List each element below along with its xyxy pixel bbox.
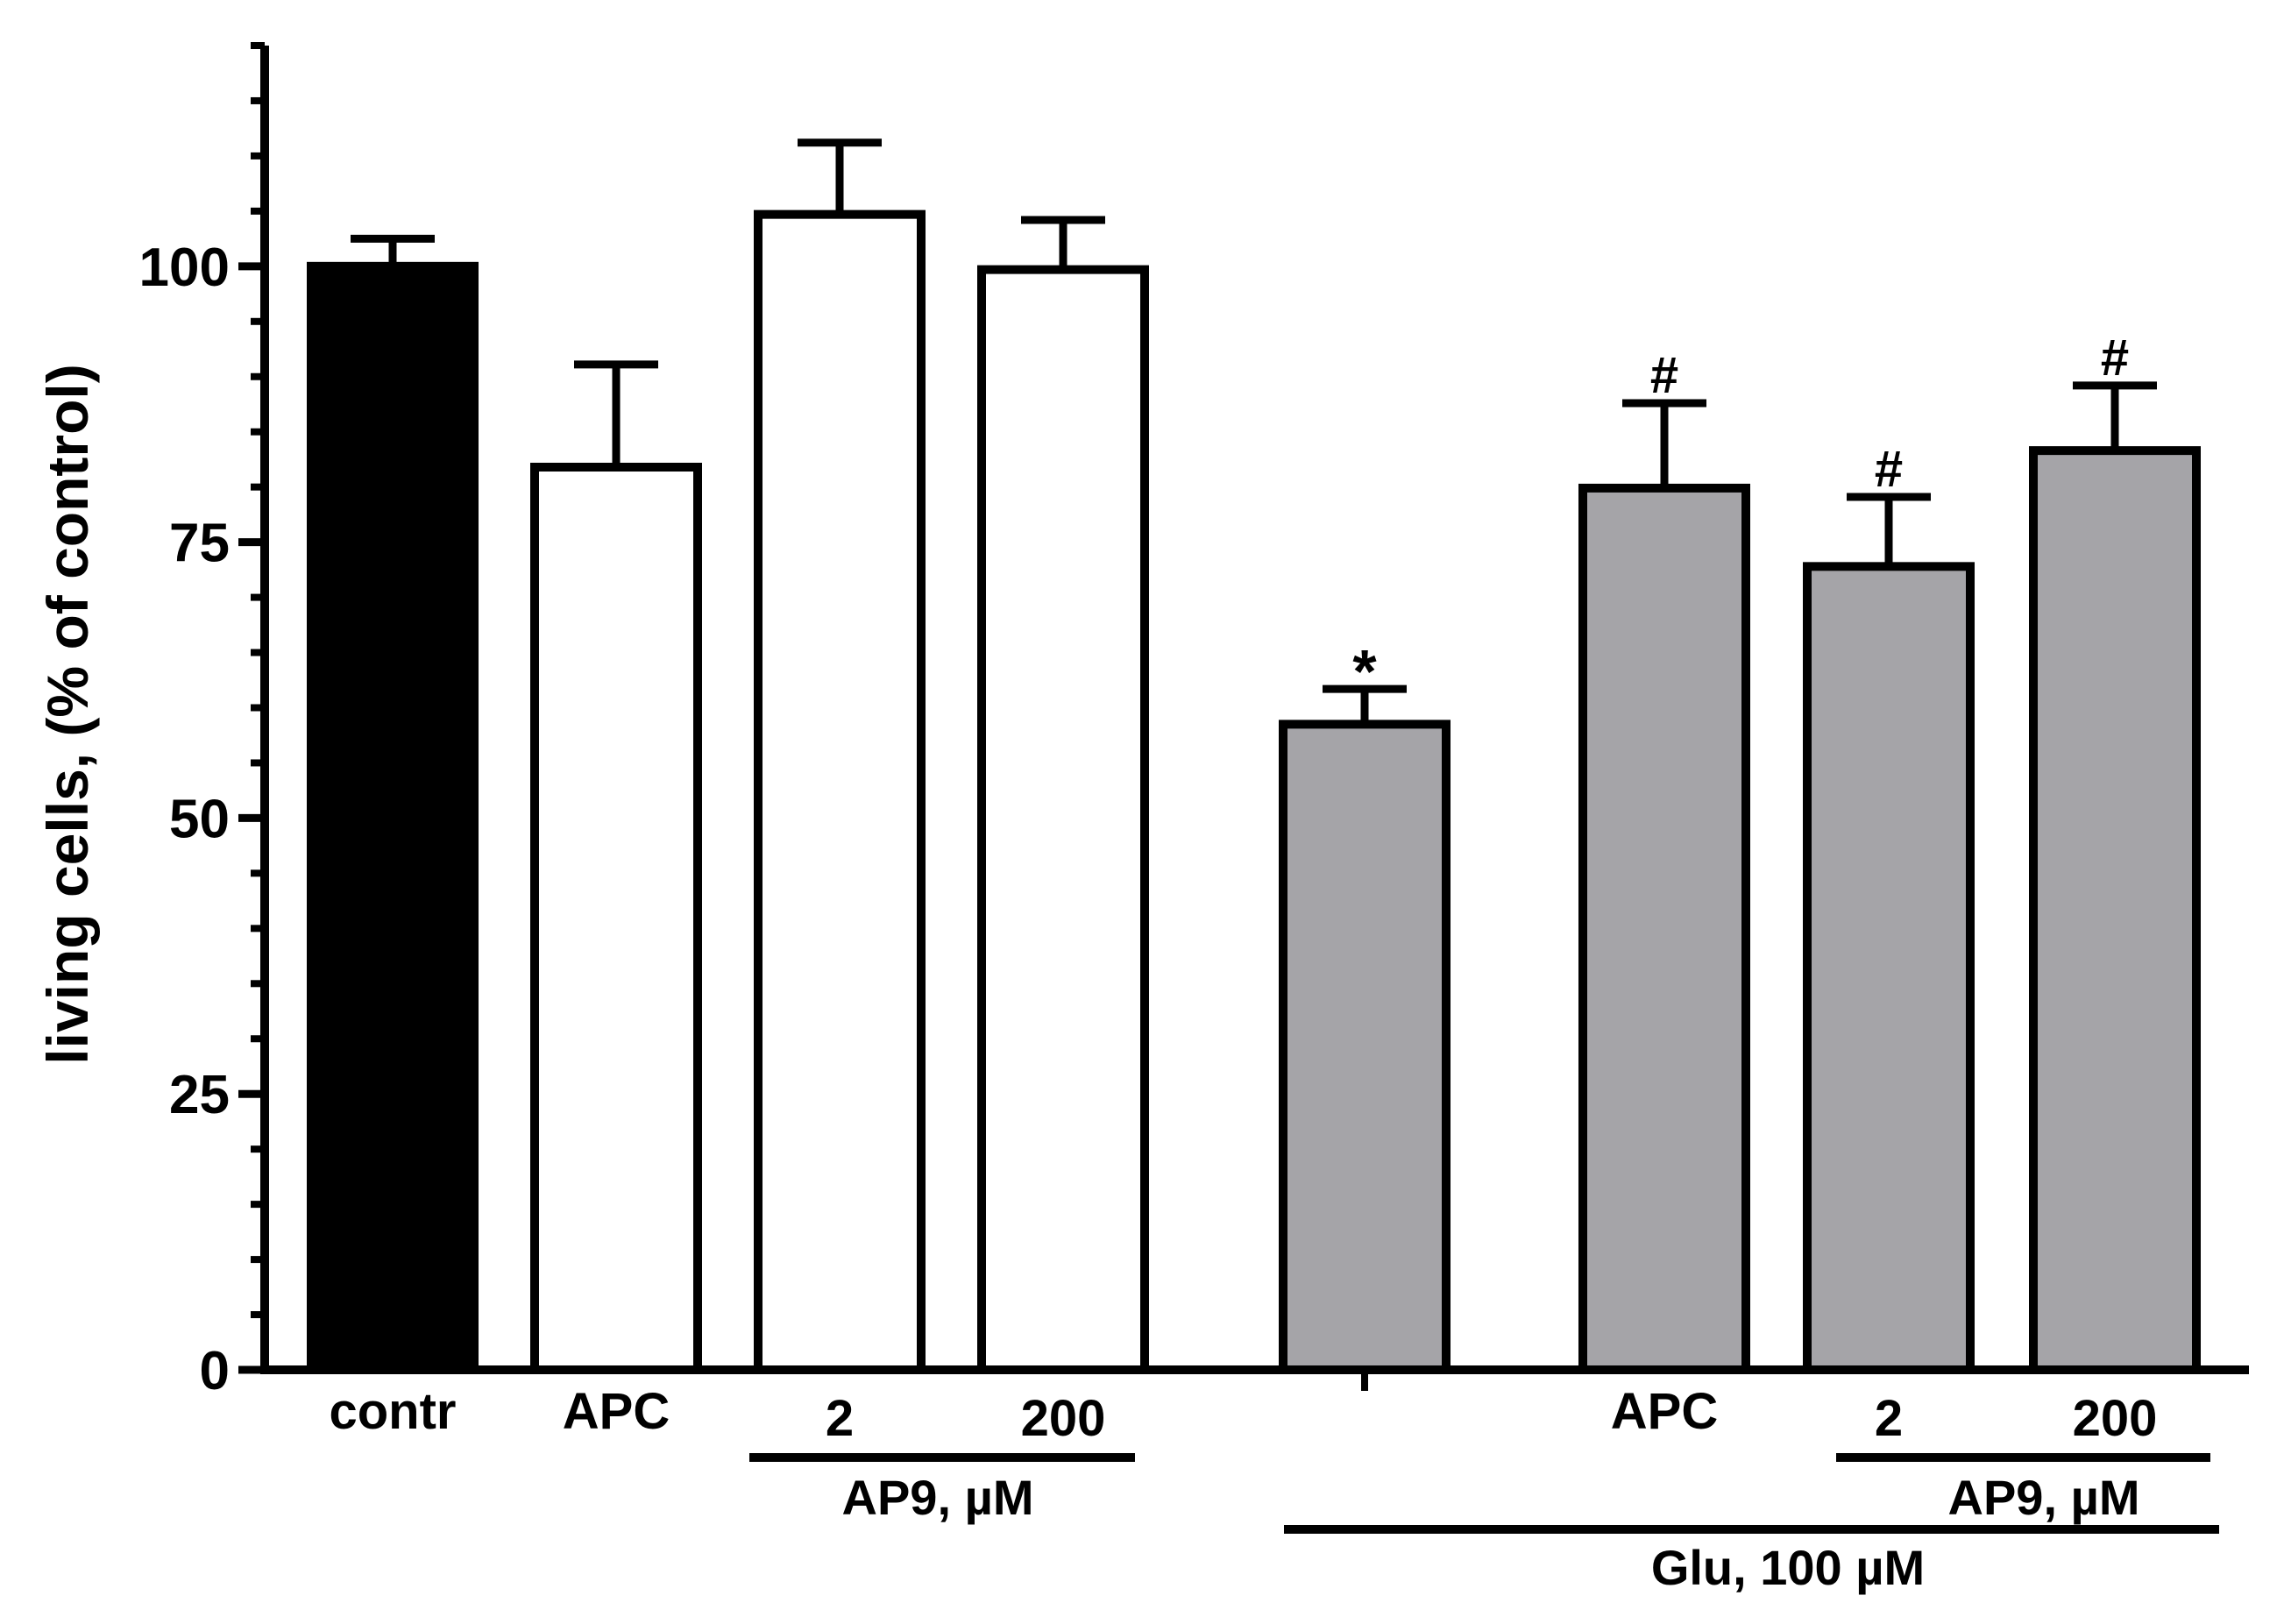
significance-marker: #	[2101, 330, 2129, 386]
x-tick-label: 200	[1021, 1390, 1106, 1447]
y-tick-label: 50	[169, 789, 230, 849]
bar	[307, 261, 479, 1374]
bar	[1578, 483, 1750, 1374]
x-tick-label: contr	[330, 1383, 457, 1440]
y-tick-label: 25	[169, 1065, 230, 1125]
x-tick-label: APC	[1611, 1383, 1718, 1440]
significance-marker: #	[1875, 441, 1903, 498]
x-tick-label: 200	[2073, 1390, 2158, 1447]
y-tick-label: 100	[139, 238, 230, 298]
y-tick-label: 0	[200, 1341, 230, 1401]
group-label: Glu, 100 µM	[1651, 1540, 1925, 1595]
bar	[530, 463, 702, 1374]
x-tick-label: 2	[826, 1390, 854, 1447]
x-axis: contr APC 2 200 APC 2 200	[260, 1365, 2249, 1447]
x-tick-label: APC	[563, 1383, 670, 1440]
significance-marker: *	[1352, 637, 1377, 706]
y-tick-label: 75	[169, 514, 230, 574]
y-axis: 0 25 50 75 100	[139, 42, 269, 1401]
y-axis-label: living cells, (% of control)	[35, 364, 100, 1064]
bars: * # # #	[307, 138, 2201, 1375]
bar	[2029, 446, 2201, 1375]
bar	[1803, 562, 1975, 1374]
group-label: AP9, µM	[842, 1470, 1034, 1525]
group-labels: AP9, µM AP9, µM Glu, 100 µM	[749, 1453, 2219, 1595]
group-label: AP9, µM	[1948, 1470, 2140, 1525]
significance-marker: #	[1650, 347, 1678, 404]
bar	[1279, 720, 1451, 1374]
bar	[977, 265, 1149, 1374]
bar	[754, 209, 926, 1375]
x-tick-label: 2	[1875, 1390, 1903, 1447]
